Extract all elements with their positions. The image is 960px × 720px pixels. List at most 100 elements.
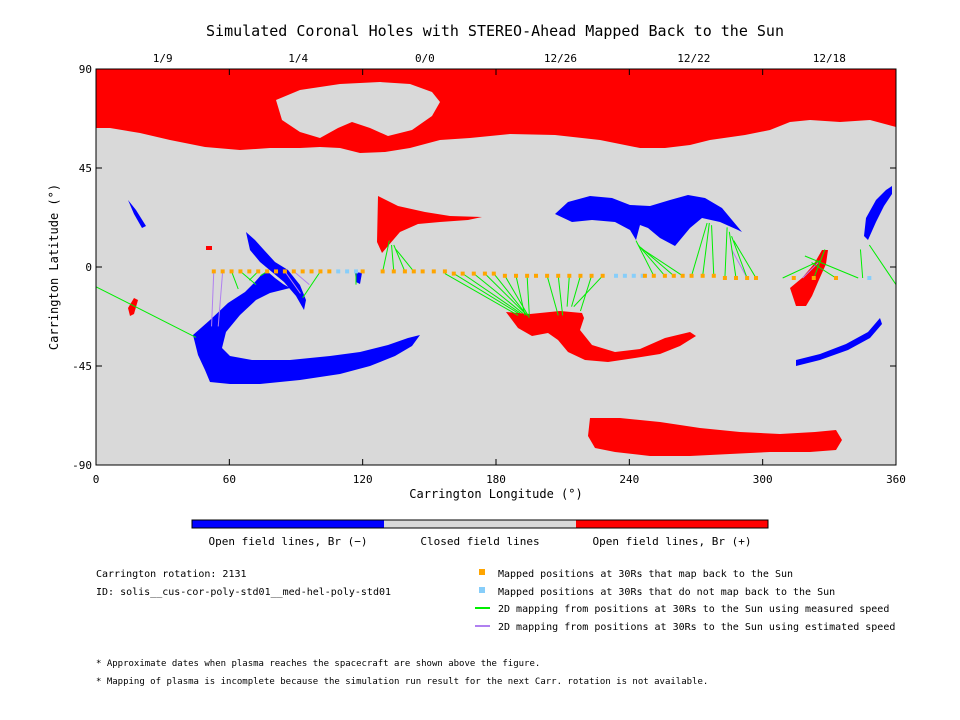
mapped-point [734,276,738,280]
measured-speed-line [484,273,526,314]
measured-speed-line [573,275,604,307]
measured-speed-line [546,275,559,316]
y-tick-label: -90 [72,459,92,472]
top-date-label: 12/26 [544,52,577,65]
estimated-speed-line [211,271,215,327]
mapped-point [700,273,705,278]
mapped-points [211,269,838,280]
measured-speed-line [804,255,859,279]
mapped-point [411,269,416,274]
mapped-point [834,276,838,280]
measured-speed-line [868,244,896,285]
estimated-speed-line [217,271,224,327]
measured-speed-line [96,286,197,338]
colorbar-positive [576,520,768,528]
measured-speed-line [724,227,728,279]
mapped-point [514,273,518,278]
x-tick-label: 360 [886,473,906,486]
mapped-point [545,273,550,278]
negative-hole-lon250 [555,195,742,246]
measured-speed-line [473,273,523,314]
top-date-label: 12/22 [677,52,710,65]
colorbar-frame [191,519,769,529]
estimated-speed-line [293,271,310,285]
x-tick-label: 300 [753,473,773,486]
measured-speed-line [240,271,257,285]
mapped-point [534,273,538,278]
measured-speed-line [504,275,530,318]
unmapped-point [867,276,872,280]
unmapped-points [336,269,872,280]
positive-hole-lon325 [790,250,828,306]
y-tick-label: 0 [85,261,92,274]
measured-speed-line [691,222,708,276]
measured-speed-line [444,273,519,316]
mapped-point [265,269,270,274]
y-tick-label: -45 [72,360,92,373]
mapped-point [247,269,252,274]
measured-speed-line [557,275,564,316]
unmapped-point [345,269,350,274]
mapped-point [722,276,727,280]
axis-ticks [95,68,897,466]
run-id: ID: solis__cus-cor-poly-std01__med-hel-p… [96,587,391,598]
colorbar-closed [384,520,576,528]
mapped-point [589,273,594,278]
mapped-point [300,269,305,274]
negative-hole-lon330 [796,318,882,366]
mapped-point [711,273,716,278]
top-date-label: 1/4 [288,52,308,65]
measured-speed-line [231,271,239,290]
y-tick-label: 45 [79,162,92,175]
top-date-label: 1/9 [153,52,173,65]
mapped-point [471,271,476,276]
unmapped-point [614,273,618,278]
y-tick-labels: 90 45 0 -45 -90 [72,63,92,472]
mapped-point [662,273,667,278]
x-tick-label: 120 [353,473,373,486]
x-tick-label: 240 [619,473,639,486]
measured-speed-line [859,249,864,279]
legend-label-unmapped: Mapped positions at 30Rs that do not map… [498,587,835,598]
x-axis-label: Carrington Longitude (°) [409,487,582,501]
mapped-point [680,273,685,278]
top-date-label: 12/18 [813,52,846,65]
measured-speed-line [637,244,666,277]
measured-speed-line [728,231,737,279]
mapped-point [420,269,425,274]
measured-speed-line [642,248,683,277]
mapped-point [556,273,561,278]
measured-speed-line [811,262,837,279]
measured-speed-line [515,275,526,316]
legend-label-estimated: 2D mapping from positions at 30Rs to the… [498,622,895,633]
mapped-point [274,269,278,274]
mapped-point [391,269,396,274]
top-date-label: 0/0 [415,52,435,65]
carrington-rotation: Carrington rotation: 2131 [96,569,247,580]
north-closed-island [276,82,440,138]
mapped-point [642,273,647,278]
unmapped-point [640,273,645,278]
note-dates: * Approximate dates when plasma reaches … [96,659,540,669]
mapped-point [600,273,605,278]
note-incomplete: * Mapping of plasma is incomplete becaus… [96,677,708,687]
mapped-point [754,276,758,280]
measured-speed-line [571,275,581,307]
mapped-point [442,269,447,274]
mapped-point [811,276,816,280]
measured-speed-line [493,273,528,316]
mapped-point [491,271,496,276]
colorbar-label-closed: Closed field lines [420,535,539,548]
unmapped-point [631,273,636,278]
mapped-point [689,273,694,278]
negative-hole-lon60 [193,272,420,384]
top-date-labels: 1/9 1/4 0/0 12/26 12/22 12/18 [153,52,846,65]
mapped-point [211,269,216,274]
colorbar-negative [192,520,384,528]
plot-area [96,69,896,465]
chart-title: Simulated Coronal Holes with STEREO-Ahea… [206,22,784,40]
legend-marker-unmapped [479,587,485,593]
estimated-speed-line [284,271,301,294]
mapped-point [229,269,234,274]
